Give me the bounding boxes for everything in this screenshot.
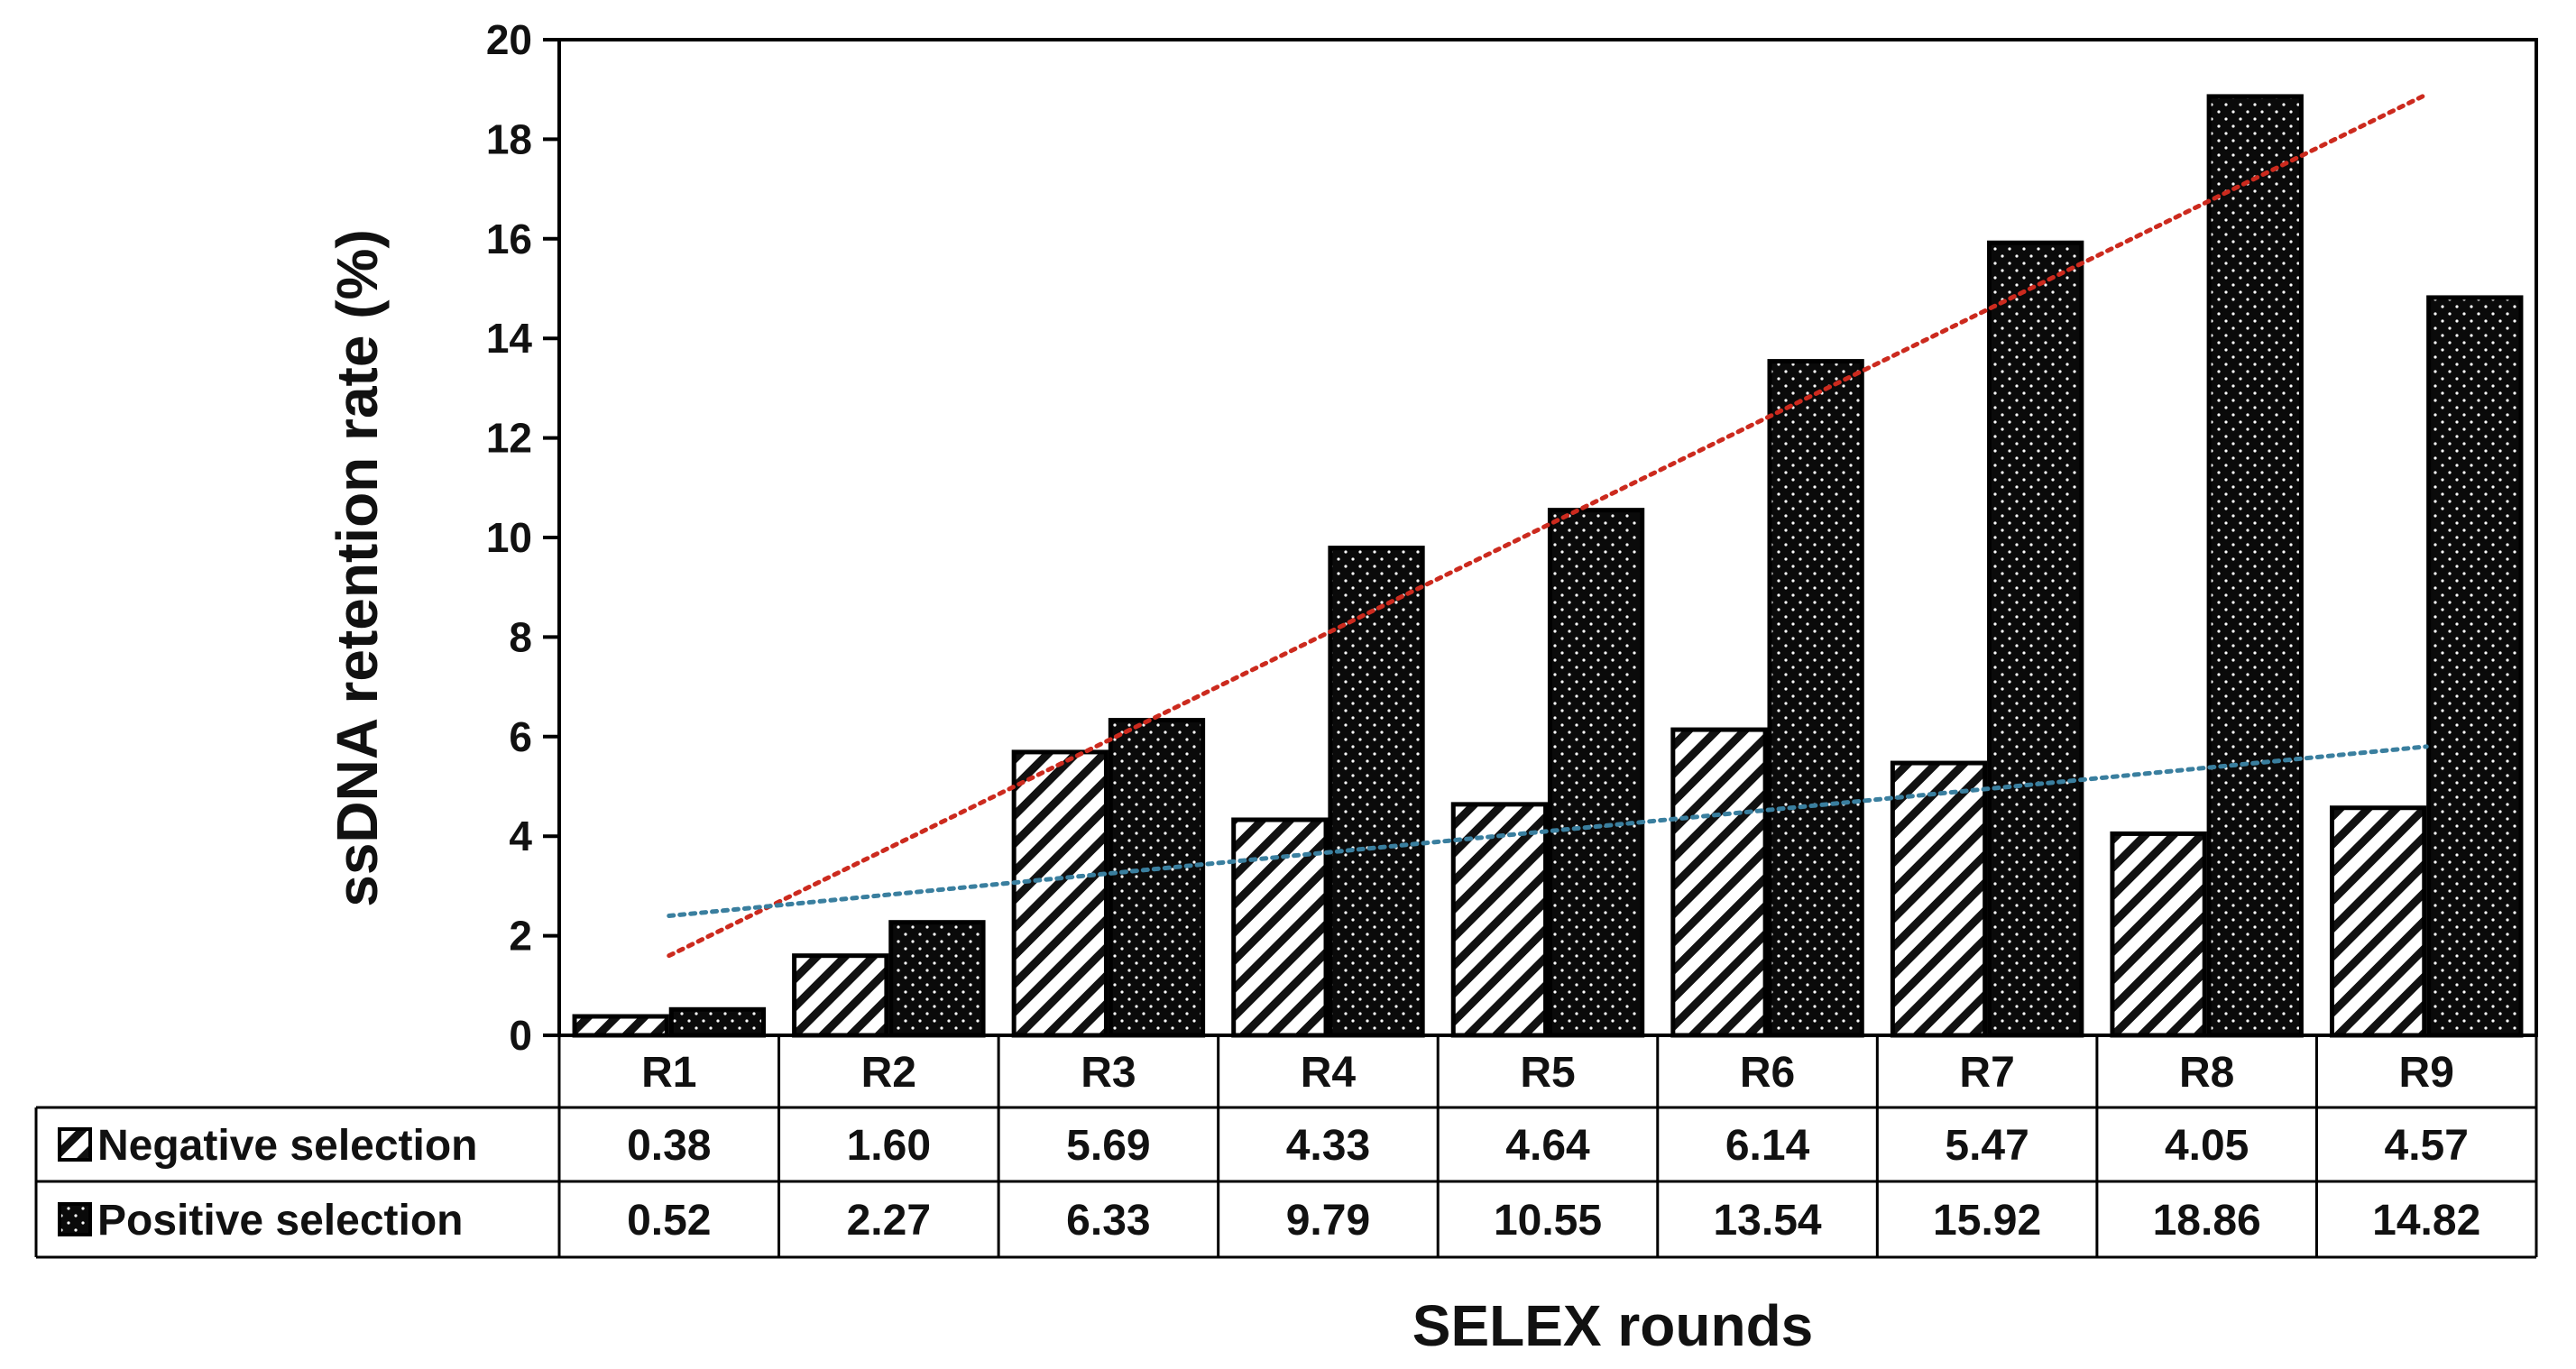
- trendlines-layer: [667, 92, 2429, 959]
- positive-selection-bar-r6: [1767, 359, 1864, 1038]
- y-tick-label-2: 2: [509, 913, 532, 960]
- x-axis-title: SELEX rounds: [1412, 1293, 1814, 1358]
- positive-value-r5: 10.55: [1494, 1197, 1602, 1245]
- y-tick-label-16: 16: [486, 216, 532, 262]
- positive-value-r6: 13.54: [1713, 1197, 1821, 1245]
- positive-selection-bar-r3: [1108, 718, 1206, 1038]
- positive-value-r8: 18.86: [2153, 1197, 2261, 1245]
- category-label-r1: R1: [641, 1049, 696, 1097]
- positive-selection-bar-r2: [888, 920, 986, 1038]
- negative-value-r7: 5.47: [1945, 1122, 2029, 1170]
- y-tick-label-6: 6: [509, 713, 532, 760]
- axes-layer: 0 2 4 6 8 10 12 14 16 18 20: [486, 16, 2538, 1059]
- negative-value-r6: 6.14: [1725, 1122, 1810, 1170]
- category-label-r2: R2: [861, 1049, 916, 1097]
- positive-selection-bar-r8: [2206, 94, 2304, 1038]
- y-tick-label-12: 12: [486, 415, 532, 462]
- category-label-r3: R3: [1081, 1049, 1136, 1097]
- negative-value-r2: 1.60: [847, 1122, 931, 1170]
- negative-selection-bar-r3: [1011, 749, 1109, 1038]
- negative-selection-bar-r7: [1890, 760, 1988, 1038]
- positive-selection-bar-r4: [1328, 546, 1425, 1038]
- negative-value-r5: 4.64: [1505, 1122, 1590, 1170]
- negative-trendline: [667, 744, 2429, 919]
- negative-value-r9: 4.57: [2385, 1122, 2469, 1170]
- negative-value-r1: 0.38: [627, 1122, 711, 1170]
- category-label-r9: R9: [2399, 1049, 2454, 1097]
- positive-selection-bar-r5: [1547, 508, 1645, 1038]
- y-axis-title: ssDNA retention rate (%): [325, 229, 390, 907]
- category-label-r6: R6: [1740, 1049, 1795, 1097]
- negative-selection-bar-r5: [1450, 802, 1549, 1038]
- positive-value-r9: 14.82: [2372, 1197, 2480, 1245]
- negative-selection-bar-r6: [1670, 727, 1768, 1038]
- negative-selection-bar-r9: [2329, 805, 2427, 1038]
- positive-trendline: [667, 92, 2429, 959]
- negative-selection-legend-swatch: [58, 1127, 92, 1162]
- positive-selection-legend-swatch: [58, 1202, 92, 1236]
- positive-selection-bar-r9: [2426, 295, 2524, 1038]
- negative-selection-bar-r8: [2110, 831, 2207, 1038]
- negative-value-r3: 5.69: [1066, 1122, 1150, 1170]
- category-label-r4: R4: [1301, 1049, 1357, 1097]
- y-tick-label-4: 4: [509, 813, 532, 859]
- y-tick-label-18: 18: [486, 115, 532, 162]
- negative-selection-legend-label: Negative selection: [97, 1122, 478, 1170]
- positive-selection-bar-r7: [1987, 240, 2084, 1038]
- positive-value-r1: 0.52: [627, 1197, 711, 1245]
- y-tick-label-10: 10: [486, 514, 532, 561]
- negative-value-r8: 4.05: [2165, 1122, 2249, 1170]
- positive-selection-legend-label: Positive selection: [97, 1197, 464, 1245]
- category-label-r5: R5: [1520, 1049, 1575, 1097]
- y-tick-label-8: 8: [509, 613, 532, 660]
- negative-selection-bar-r2: [792, 953, 889, 1038]
- positive-value-r7: 15.92: [1933, 1197, 2041, 1245]
- negative-selection-bar-r1: [572, 1014, 669, 1038]
- positive-value-r4: 9.79: [1286, 1197, 1370, 1245]
- negative-selection-bar-r4: [1231, 817, 1329, 1038]
- category-label-r8: R8: [2179, 1049, 2234, 1097]
- positive-value-r3: 6.33: [1066, 1197, 1150, 1245]
- y-tick-label-20: 20: [486, 16, 532, 63]
- negative-value-r4: 4.33: [1286, 1122, 1370, 1170]
- data-table: R1 R2 R3 R4 R5 R6 R7 R8 R9 Negative selection 0.38…: [34, 1035, 2538, 1259]
- bars-layer: [572, 94, 2524, 1038]
- category-label-r7: R7: [1959, 1049, 2014, 1097]
- y-tick-label-0: 0: [509, 1012, 532, 1059]
- positive-value-r2: 2.27: [847, 1197, 931, 1245]
- y-tick-label-14: 14: [486, 315, 533, 362]
- positive-selection-bar-r1: [668, 1006, 767, 1038]
